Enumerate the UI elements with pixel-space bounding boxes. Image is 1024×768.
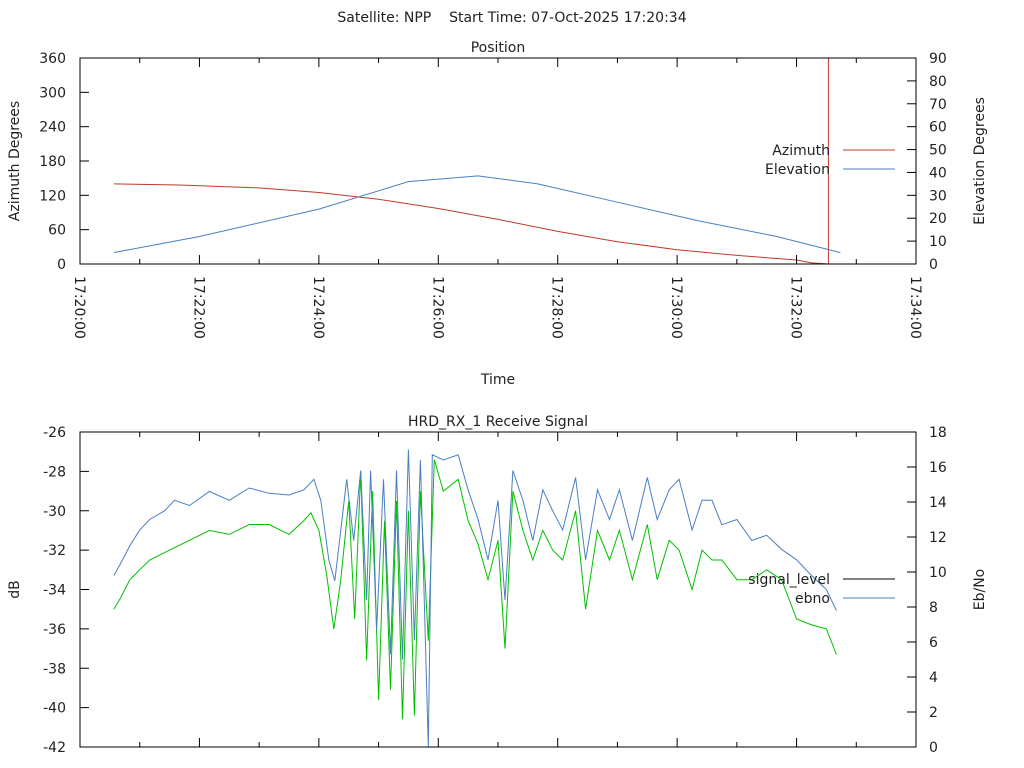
y2-tick-label: 12 xyxy=(929,530,947,546)
y-tick-label: 300 xyxy=(39,85,66,101)
y2-tick-label: 2 xyxy=(929,705,938,721)
y2-tick-label: 18 xyxy=(929,425,947,441)
y2-tick-label: 40 xyxy=(929,165,947,181)
y2-tick-label: 0 xyxy=(929,740,938,756)
y2-tick-label: 16 xyxy=(929,460,947,476)
x-tick-label: 17:22:00 xyxy=(190,276,206,339)
y2-tick-label: 60 xyxy=(929,120,947,136)
x-tick-label: 17:26:00 xyxy=(429,276,445,339)
y-axis-label: dB xyxy=(7,580,23,599)
x-tick-label: 17:28:00 xyxy=(549,276,565,339)
y-tick-label: -42 xyxy=(43,740,66,756)
y-tick-label: -34 xyxy=(43,583,66,599)
y2-tick-label: 8 xyxy=(929,600,938,616)
series-line-elevation xyxy=(113,175,841,254)
y2-tick-label: 4 xyxy=(929,670,938,686)
y2-tick-label: 6 xyxy=(929,635,938,651)
y-tick-label: -32 xyxy=(43,543,66,559)
y2-tick-label: 80 xyxy=(929,74,947,90)
y2-tick-label: 10 xyxy=(929,234,947,250)
y-tick-label: -40 xyxy=(43,701,66,717)
legend-label: Elevation xyxy=(765,162,830,178)
plot-frame xyxy=(79,57,917,265)
y2-tick-label: 10 xyxy=(929,565,947,581)
x-tick-label: 17:30:00 xyxy=(668,276,684,339)
y-tick-label: 120 xyxy=(39,188,66,204)
y-tick-label: 240 xyxy=(39,120,66,136)
legend-entry-signal-level: signal_level xyxy=(748,572,895,588)
legend-label: signal_level xyxy=(748,572,830,588)
y-tick-label: -26 xyxy=(43,425,66,441)
y-tick-label: 0 xyxy=(57,257,66,273)
y2-tick-label: 0 xyxy=(929,257,938,273)
y-tick-label: 60 xyxy=(48,223,66,239)
legend-entry-ebno: ebno xyxy=(795,591,895,607)
legend-label: ebno xyxy=(795,591,830,607)
y2-tick-label: 90 xyxy=(929,51,947,67)
y-tick-label: -28 xyxy=(43,464,66,480)
series-line-azimuth xyxy=(113,58,829,265)
x-tick-label: 17:24:00 xyxy=(310,276,326,339)
chart-title: HRD_RX_1 Receive Signal xyxy=(408,414,588,430)
y2-tick-label: 50 xyxy=(929,143,947,159)
chart-receive-signal: HRD_RX_1 Receive Signal -42 -40 -38 -36 -34 -3… xyxy=(7,414,988,756)
plot-frame xyxy=(79,431,917,748)
y-tick-label: -36 xyxy=(43,622,66,638)
x-tick-label: 17:32:00 xyxy=(788,276,804,339)
y2-tick-label: 70 xyxy=(929,97,947,113)
y2-axis-label: Elevation Degrees xyxy=(972,97,988,225)
x-axis-label: Time xyxy=(480,372,515,388)
figure-header: Satellite: NPP Start Time: 07-Oct-2025 1… xyxy=(337,10,686,26)
y-tick-label: 180 xyxy=(39,154,66,170)
x-tick-label: 17:20:00 xyxy=(71,276,87,339)
y-axis-label: Azimuth Degrees xyxy=(7,101,23,221)
y2-tick-label: 20 xyxy=(929,211,947,227)
satellite-label: Satellite: NPP xyxy=(337,10,431,26)
legend-entry-azimuth: Azimuth xyxy=(772,143,895,159)
y2-tick-label: 30 xyxy=(929,188,947,204)
legend-entry-elevation: Elevation xyxy=(765,162,895,178)
series-line-signal-level xyxy=(113,459,837,720)
start-time-label: Start Time: 07-Oct-2025 17:20:34 xyxy=(449,10,687,26)
y2-tick-label: 14 xyxy=(929,495,947,511)
chart-position: Position 17:20:00 17:22:00 17:24:00 17:26:00… xyxy=(7,40,988,388)
legend-label: Azimuth xyxy=(772,143,830,159)
x-tick-label: 17:34:00 xyxy=(907,276,923,339)
series-line-ebno xyxy=(113,449,837,748)
y-tick-label: 360 xyxy=(39,51,66,67)
y-tick-label: -30 xyxy=(43,504,66,520)
y2-axis-label: Eb/No xyxy=(972,569,988,611)
y-tick-label: -38 xyxy=(43,661,66,677)
chart-title: Position xyxy=(471,40,526,56)
